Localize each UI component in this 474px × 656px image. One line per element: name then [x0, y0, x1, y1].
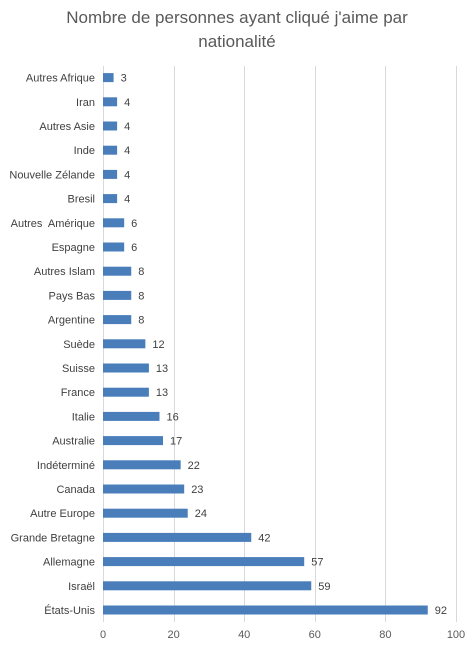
bar	[103, 460, 181, 470]
x-tick-label: 60	[309, 629, 321, 641]
data-label: 4	[124, 145, 130, 157]
bar	[103, 484, 185, 494]
bar	[103, 508, 188, 518]
category-label: Autres Asie	[39, 121, 95, 133]
bar	[103, 145, 118, 155]
category-label: Autres Afrique	[26, 73, 95, 85]
bar	[103, 532, 252, 542]
bar	[103, 194, 118, 204]
bar	[103, 387, 149, 397]
category-label: États-Unis	[44, 604, 95, 617]
x-tick-label: 100	[447, 629, 465, 641]
data-label: 13	[156, 363, 168, 375]
category-label: Allemagne	[43, 557, 95, 569]
category-label: Canada	[56, 484, 95, 496]
bar	[103, 73, 114, 83]
bar	[103, 436, 164, 446]
bar	[103, 339, 146, 349]
category-label: Suisse	[62, 363, 95, 375]
bar	[103, 605, 428, 615]
x-axis-ticks: 0 20 40 60 80 100	[100, 629, 465, 641]
x-tick-label: 20	[167, 629, 179, 641]
category-label: Indéterminé	[37, 460, 95, 472]
data-label: 6	[131, 218, 137, 230]
data-label: 92	[435, 605, 447, 617]
chart-title-line-2: nationalité	[198, 32, 276, 51]
bar	[103, 169, 118, 179]
data-label: 3	[121, 73, 127, 85]
category-label: Argentine	[48, 315, 95, 327]
category-label: Espagne	[52, 242, 95, 254]
bar	[103, 581, 312, 591]
data-label: 42	[258, 532, 270, 544]
bar	[103, 242, 125, 252]
data-label: 4	[124, 194, 130, 206]
category-label: Iran	[76, 97, 95, 109]
bar	[103, 97, 118, 107]
data-label: 4	[124, 121, 130, 133]
category-label: Suède	[63, 339, 95, 351]
category-label: Australie	[52, 436, 95, 448]
chart-title: Nombre de personnes ayant cliqué j'aime …	[0, 6, 474, 54]
data-label: 16	[166, 411, 178, 423]
data-label: 13	[156, 387, 168, 399]
bars	[103, 73, 428, 615]
bar	[103, 315, 132, 325]
data-label: 4	[124, 97, 130, 109]
data-label: 8	[138, 266, 144, 278]
data-label: 12	[152, 339, 164, 351]
bar	[103, 218, 125, 228]
x-tick-label: 0	[100, 629, 106, 641]
bar	[103, 411, 160, 421]
category-label: Inde	[74, 145, 95, 157]
category-label: Grande Bretagne	[11, 532, 95, 544]
category-labels: États-Unis Israël Allemagne Grande Bretagne…	[9, 73, 95, 617]
x-tick-label: 40	[238, 629, 250, 641]
category-label: Italie	[72, 411, 95, 423]
data-label: 59	[318, 581, 330, 593]
category-label: Israël	[68, 581, 95, 593]
category-label: France	[61, 387, 95, 399]
data-label: 8	[138, 315, 144, 327]
bar	[103, 557, 305, 567]
data-label: 22	[188, 460, 200, 472]
data-label: 8	[138, 290, 144, 302]
data-label: 23	[191, 484, 203, 496]
category-label: Bresil	[67, 194, 95, 206]
data-label: 6	[131, 242, 137, 254]
x-tick-label: 80	[379, 629, 391, 641]
data-label: 57	[311, 557, 323, 569]
bar	[103, 121, 118, 131]
data-label: 24	[195, 508, 207, 520]
category-label: Autres Islam	[34, 266, 95, 278]
category-label: Autre Europe	[30, 508, 95, 520]
bar	[103, 363, 149, 373]
data-label: 4	[124, 169, 130, 181]
category-label: Nouvelle Zélande	[9, 169, 95, 181]
bar	[103, 266, 132, 276]
bar	[103, 290, 132, 300]
chart-title-line-1: Nombre de personnes ayant cliqué j'aime …	[66, 8, 408, 27]
category-label: Pays Bas	[49, 290, 96, 302]
category-label: Autres Amérique	[11, 218, 95, 230]
data-label: 17	[170, 436, 182, 448]
